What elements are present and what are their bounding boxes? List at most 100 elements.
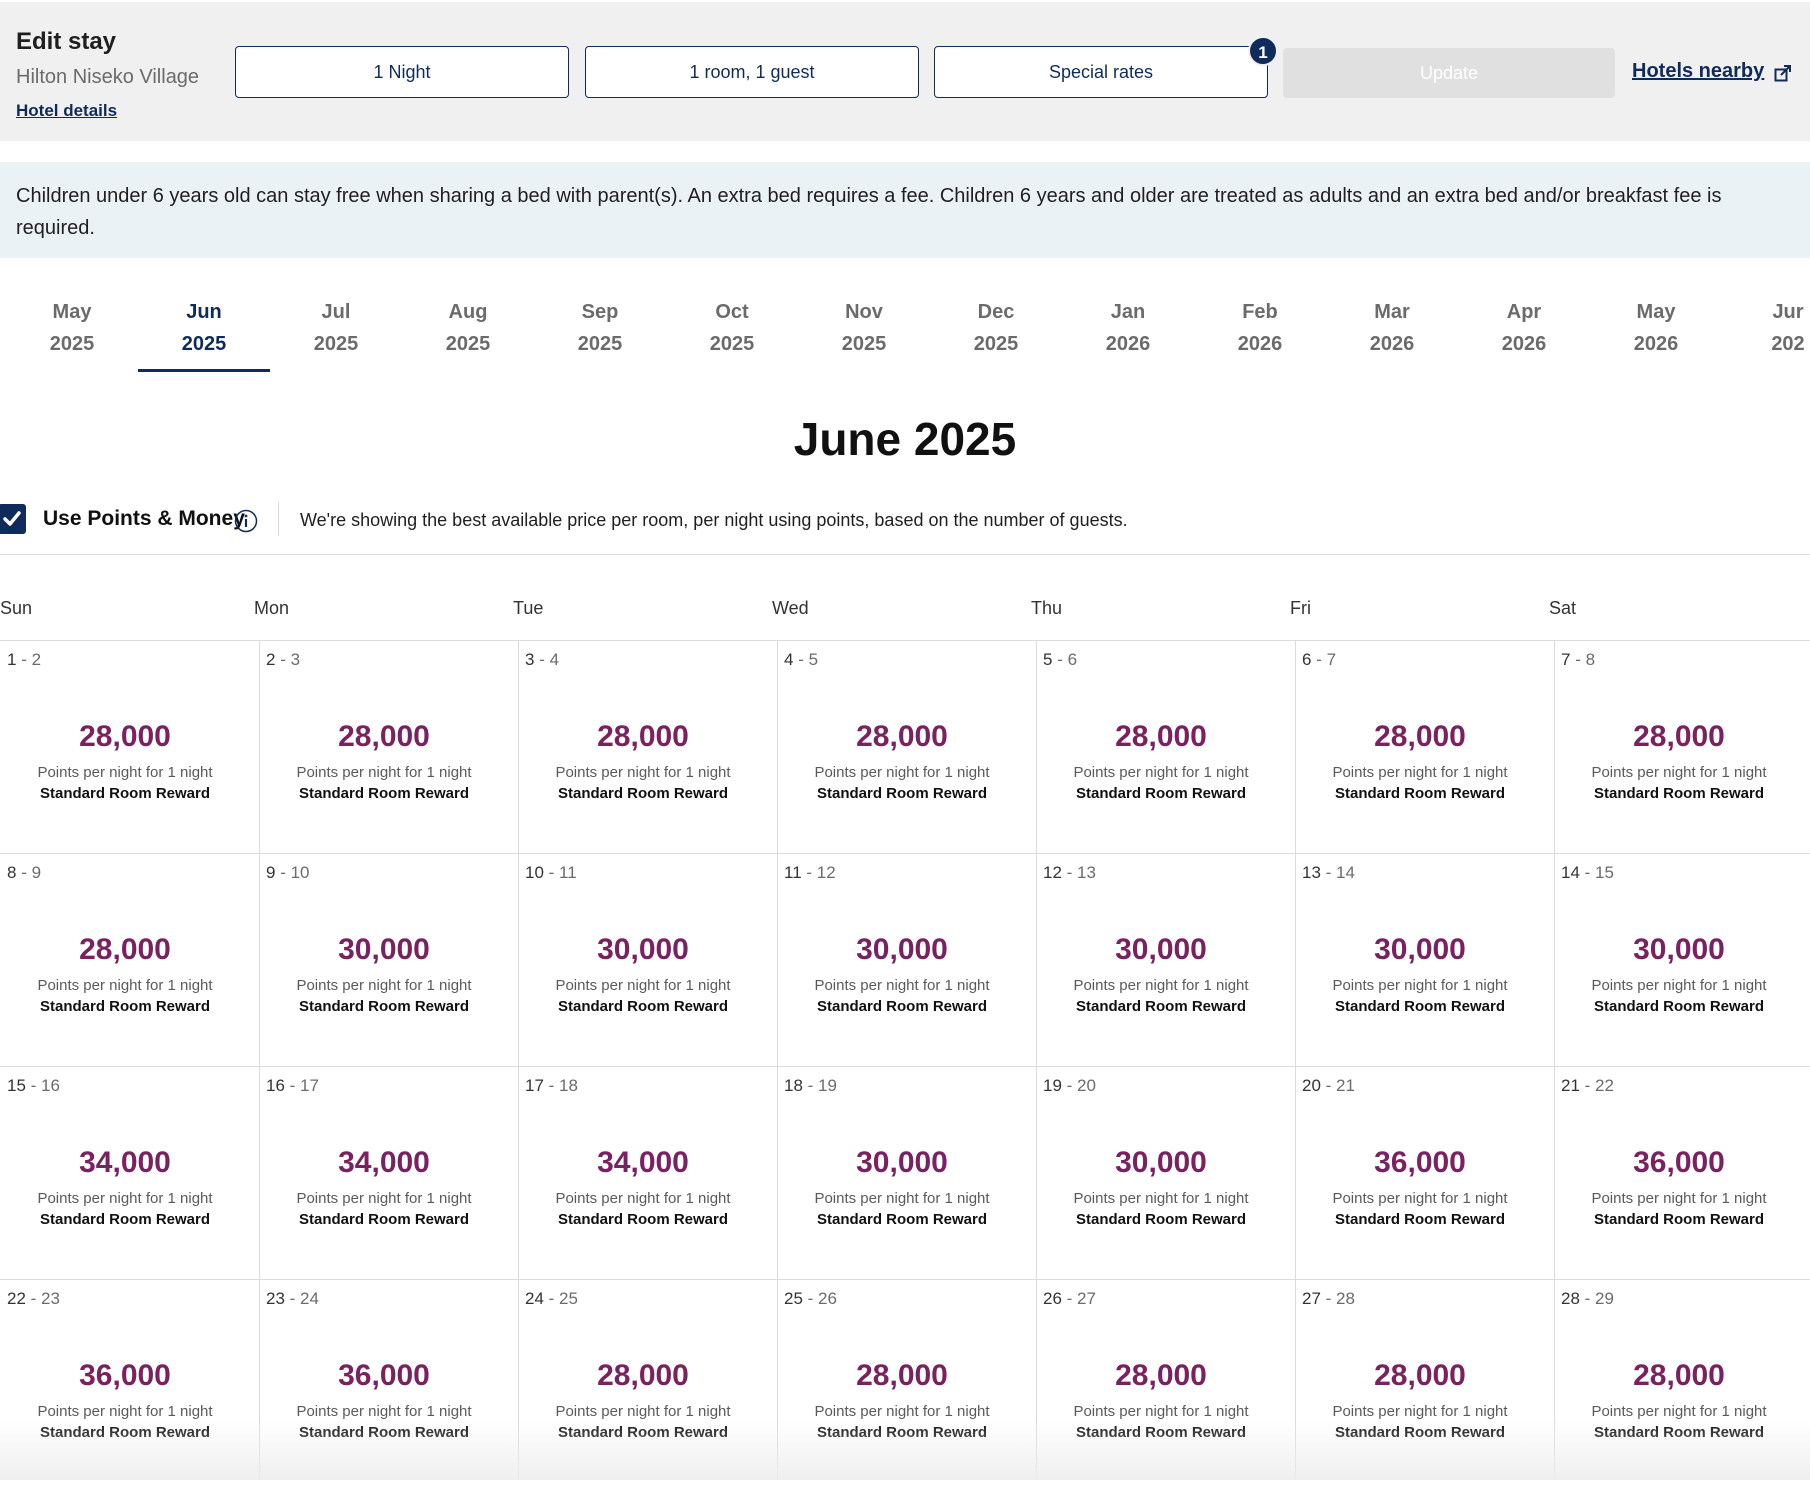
update-button[interactable]: Update xyxy=(1283,48,1615,98)
calendar-day-cell[interactable]: 27 - 28 28,000 Points per night for 1 nigh… xyxy=(1295,1279,1554,1492)
calendar-day-cell[interactable]: 6 - 7 28,000 Points per night for 1 night S… xyxy=(1295,640,1554,853)
month-tab[interactable]: Feb 2026 xyxy=(1194,296,1326,372)
points-per-night-label: Points per night for 1 night xyxy=(814,977,990,994)
points-price: 30,000 xyxy=(1115,1146,1207,1179)
date-to: 2 xyxy=(31,650,42,669)
date-range: 28 - 29 xyxy=(1561,1289,1614,1309)
grid-col-line xyxy=(1036,640,1037,1480)
date-from: 27 xyxy=(1302,1289,1321,1308)
calendar-day-cell[interactable]: 22 - 23 36,000 Points per night for 1 nigh… xyxy=(0,1279,259,1492)
room-type-label: Standard Room Reward xyxy=(557,998,729,1015)
month-tab-month: Nov xyxy=(845,301,883,323)
date-separator: - xyxy=(543,1076,560,1095)
room-type-label: Standard Room Reward xyxy=(1593,998,1765,1015)
month-tab-month: Aug xyxy=(448,301,488,323)
calendar-day-cell[interactable]: 1 - 2 28,000 Points per night for 1 night S… xyxy=(0,640,259,853)
date-from: 1 xyxy=(7,650,17,669)
calendar-day-cell[interactable]: 14 - 15 30,000 Points per night for 1 nigh… xyxy=(1554,853,1810,1066)
calendar-day-cell[interactable]: 24 - 25 28,000 Points per night for 1 nigh… xyxy=(518,1279,777,1492)
room-type-label: Standard Room Reward xyxy=(1075,1424,1247,1441)
month-tab[interactable]: Dec 2025 xyxy=(930,296,1062,372)
points-price: 28,000 xyxy=(856,720,948,753)
calendar-day-cell[interactable]: 7 - 8 28,000 Points per night for 1 night S… xyxy=(1554,640,1810,853)
calendar-day-cell[interactable]: 21 - 22 36,000 Points per night for 1 nigh… xyxy=(1554,1066,1810,1279)
date-separator: - xyxy=(534,650,550,669)
calendar-day-cell[interactable]: 15 - 16 34,000 Points per night for 1 nigh… xyxy=(0,1066,259,1279)
date-from: 16 xyxy=(266,1076,285,1095)
month-tab-year: 202 xyxy=(1771,333,1805,355)
date-range: 10 - 11 xyxy=(525,863,577,883)
month-tab[interactable]: Mar 2026 xyxy=(1326,296,1458,372)
points-per-night-label: Points per night for 1 night xyxy=(1073,977,1249,994)
nights-button[interactable]: 1 Night xyxy=(235,46,569,98)
points-price: 28,000 xyxy=(1115,720,1207,753)
room-type-label: Standard Room Reward xyxy=(298,1211,470,1228)
calendar-day-cell[interactable]: 25 - 26 28,000 Points per night for 1 nigh… xyxy=(777,1279,1036,1492)
date-to: 26 xyxy=(818,1289,837,1308)
date-from: 23 xyxy=(266,1289,285,1308)
room-type-label: Standard Room Reward xyxy=(557,1211,729,1228)
month-tab[interactable]: May 2026 xyxy=(1590,296,1722,372)
month-tab[interactable]: Nov 2025 xyxy=(798,296,930,372)
date-range: 8 - 9 xyxy=(7,863,41,883)
external-link-icon xyxy=(1774,65,1791,82)
info-icon[interactable] xyxy=(234,509,258,533)
month-tab[interactable]: Jul 2025 xyxy=(270,296,402,372)
calendar-day-cell[interactable]: 11 - 12 30,000 Points per night for 1 nigh… xyxy=(777,853,1036,1066)
special-rates-button[interactable]: Special rates xyxy=(934,46,1268,98)
points-price: 28,000 xyxy=(1633,1359,1725,1392)
date-separator: - xyxy=(1320,863,1337,882)
points-per-night-label: Points per night for 1 night xyxy=(1591,1190,1767,1207)
date-separator: - xyxy=(1579,863,1596,882)
room-type-label: Standard Room Reward xyxy=(39,785,211,802)
month-tab[interactable]: Jan 2026 xyxy=(1062,296,1194,372)
month-tab[interactable]: May 2025 xyxy=(6,296,138,372)
grid-col-line xyxy=(518,640,519,1480)
calendar-day-cell[interactable]: 12 - 13 30,000 Points per night for 1 nigh… xyxy=(1036,853,1295,1066)
calendar-day-cell[interactable]: 23 - 24 36,000 Points per night for 1 nigh… xyxy=(259,1279,518,1492)
calendar-day-cell[interactable]: 26 - 27 28,000 Points per night for 1 nigh… xyxy=(1036,1279,1295,1492)
calendar-day-cell[interactable]: 18 - 19 30,000 Points per night for 1 nigh… xyxy=(777,1066,1036,1279)
room-type-label: Standard Room Reward xyxy=(1334,1211,1506,1228)
month-tab[interactable]: Jur 202 xyxy=(1722,296,1810,372)
room-type-label: Standard Room Reward xyxy=(1075,1211,1247,1228)
date-to: 27 xyxy=(1077,1289,1096,1308)
calendar-day-cell[interactable]: 19 - 20 30,000 Points per night for 1 nigh… xyxy=(1036,1066,1295,1279)
calendar-day-cell[interactable]: 5 - 6 28,000 Points per night for 1 night S… xyxy=(1036,640,1295,853)
calendar-day-cell[interactable]: 17 - 18 34,000 Points per night for 1 nigh… xyxy=(518,1066,777,1279)
month-tab-year: 2026 xyxy=(1105,333,1151,355)
calendar-day-cell[interactable]: 16 - 17 34,000 Points per night for 1 nigh… xyxy=(259,1066,518,1279)
checkmark-icon xyxy=(3,511,21,526)
room-type-label: Standard Room Reward xyxy=(39,1211,211,1228)
month-tab[interactable]: Oct 2025 xyxy=(666,296,798,372)
calendar-day-cell[interactable]: 13 - 14 30,000 Points per night for 1 nigh… xyxy=(1295,853,1554,1066)
calendar-day-cell[interactable]: 3 - 4 28,000 Points per night for 1 night S… xyxy=(518,640,777,853)
rooms-guests-button[interactable]: 1 room, 1 guest xyxy=(585,46,919,98)
month-tab[interactable]: Apr 2026 xyxy=(1458,296,1590,372)
date-range: 5 - 6 xyxy=(1043,650,1077,670)
calendar-day-cell[interactable]: 4 - 5 28,000 Points per night for 1 night S… xyxy=(777,640,1036,853)
month-tab[interactable]: Jun 2025 xyxy=(138,296,270,372)
date-separator: - xyxy=(1061,863,1078,882)
date-from: 8 xyxy=(7,863,17,882)
calendar-day-cell[interactable]: 8 - 9 28,000 Points per night for 1 night S… xyxy=(0,853,259,1066)
calendar-day-cell[interactable]: 9 - 10 30,000 Points per night for 1 night… xyxy=(259,853,518,1066)
use-points-checkbox[interactable] xyxy=(0,504,26,534)
calendar-day-cell[interactable]: 10 - 11 30,000 Points per night for 1 nigh… xyxy=(518,853,777,1066)
month-tab-month: Jan xyxy=(1110,301,1146,323)
date-from: 2 xyxy=(266,650,276,669)
calendar-day-cell[interactable]: 20 - 21 36,000 Points per night for 1 nigh… xyxy=(1295,1066,1554,1279)
calendar-day-cell[interactable]: 2 - 3 28,000 Points per night for 1 night S… xyxy=(259,640,518,853)
room-type-label: Standard Room Reward xyxy=(1593,785,1765,802)
hotel-details-link[interactable]: Hotel details xyxy=(16,101,118,120)
calendar-day-cell[interactable]: 28 - 29 28,000 Points per night for 1 nigh… xyxy=(1554,1279,1810,1492)
month-tab[interactable]: Aug 2025 xyxy=(402,296,534,372)
grid-row-line xyxy=(0,1066,1810,1067)
use-points-label[interactable]: Use Points & Money xyxy=(43,507,245,530)
hotels-nearby-link[interactable]: Hotels nearby xyxy=(1632,60,1765,82)
month-tab[interactable]: Sep 2025 xyxy=(534,296,666,372)
month-tab-year: 2025 xyxy=(841,333,887,355)
month-tab-year: 2026 xyxy=(1369,333,1415,355)
date-to: 7 xyxy=(1326,650,1337,669)
points-per-night-label: Points per night for 1 night xyxy=(555,1190,731,1207)
